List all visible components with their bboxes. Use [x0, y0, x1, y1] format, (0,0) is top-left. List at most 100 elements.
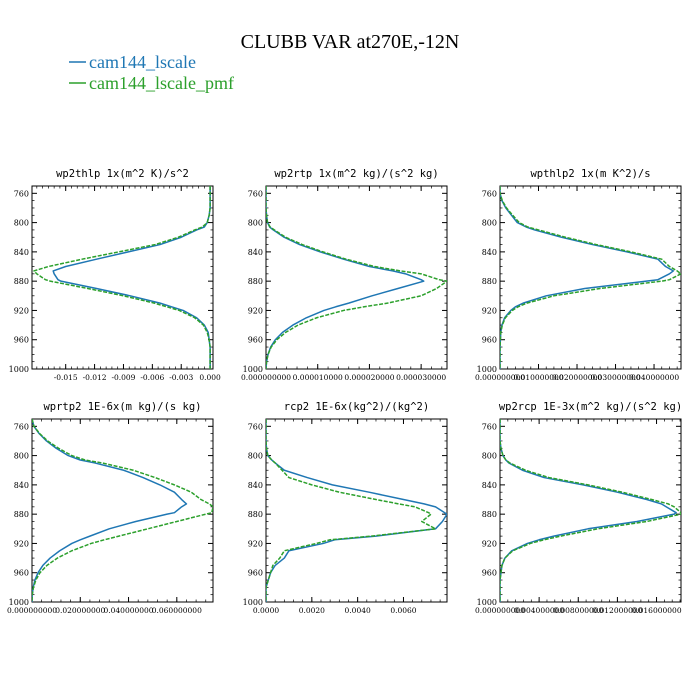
x-tick-label: 0.020000000 — [552, 373, 602, 382]
x-tick-label: 0.030000000 — [590, 373, 640, 382]
y-tick-label: 840 — [248, 248, 263, 257]
x-tick-label: -0.012 — [83, 373, 107, 382]
x-tick-label: 0.0000 — [253, 606, 279, 615]
y-tick-label: 800 — [248, 219, 263, 228]
x-tick-label: 0.000000000 — [475, 606, 525, 615]
y-tick-label: 920 — [482, 539, 497, 548]
x-tick-label: 0.0020 — [299, 606, 325, 615]
figure-title: CLUBB VAR at270E,-12N — [241, 31, 460, 53]
series-line — [266, 186, 447, 369]
y-tick-label: 1000 — [9, 365, 29, 374]
y-tick-label: 760 — [248, 422, 263, 431]
y-tick-label: 760 — [14, 189, 29, 198]
plot-frame — [265, 418, 448, 603]
chart-panel: wprtp2 1E-6x(m kg)/(s kg) 760 800 840 880 920… — [7, 401, 214, 615]
y-tick-label: 880 — [248, 277, 263, 286]
x-tick-label: 0.000000000 — [241, 373, 291, 382]
x-tick-label: 0.000000000 — [475, 373, 525, 382]
legend-label-lscale-pmf: cam144_lscale_pmf — [89, 73, 234, 93]
chart-panel: wp2rtp 1x(m^2 kg)/(s^2 kg) 760 800 840 880 92… — [241, 168, 448, 382]
plot-frame — [499, 418, 682, 603]
x-tick-label: 0.000030000 — [396, 373, 446, 382]
y-tick-label: 1000 — [243, 598, 263, 607]
panel-title: wpthlp2 1x(m K^2)/s — [530, 168, 650, 180]
panel-grid: wp2thlp 1x(m^2 K)/s^2 760 800 840 880 920 960 1… — [7, 168, 682, 615]
y-tick-label: 800 — [248, 452, 263, 461]
x-tick-label: 0.020000000 — [55, 606, 105, 615]
y-tick-label: 880 — [482, 277, 497, 286]
y-tick-label: 800 — [14, 452, 29, 461]
y-tick-label: 960 — [482, 569, 497, 578]
y-tick-label: 880 — [248, 510, 263, 519]
x-tick-label: 0.040000000 — [629, 373, 679, 382]
y-tick-label: 880 — [14, 510, 29, 519]
chart-panel: wp2thlp 1x(m^2 K)/s^2 760 800 840 880 920 960 1… — [9, 168, 221, 382]
y-tick-label: 960 — [14, 336, 29, 345]
chart-panel: wpthlp2 1x(m K^2)/s 760 800 840 880 920 960 100… — [475, 168, 682, 382]
series-line — [32, 419, 213, 602]
y-tick-label: 880 — [14, 277, 29, 286]
legend-label-lscale: cam144_lscale — [89, 52, 196, 72]
x-tick-label: -0.009 — [111, 373, 135, 382]
panel-title: wp2rtp 1x(m^2 kg)/(s^2 kg) — [274, 168, 438, 180]
y-tick-label: 880 — [482, 510, 497, 519]
y-tick-label: 920 — [14, 306, 29, 315]
series-line — [266, 419, 437, 602]
chart-panel: wp2rcp 1E-3x(m^2 kg)/(s^2 kg)760 800 840 88… — [475, 401, 682, 615]
x-tick-label: 0.004000000 — [514, 606, 564, 615]
y-tick-label: 840 — [482, 248, 497, 257]
y-tick-label: 920 — [248, 539, 263, 548]
x-tick-label: 0.060000000 — [152, 606, 202, 615]
panel-title: rcp2 1E-6x(kg^2)/(kg^2) — [284, 401, 429, 413]
x-tick-label: -0.006 — [140, 373, 164, 382]
x-tick-label: 0.016000000 — [631, 606, 681, 615]
y-tick-label: 840 — [14, 481, 29, 490]
y-tick-label: 840 — [248, 481, 263, 490]
y-tick-label: 760 — [482, 422, 497, 431]
x-tick-label: 0.000010000 — [293, 373, 343, 382]
y-tick-label: 800 — [482, 452, 497, 461]
plot-frame — [499, 185, 682, 370]
y-tick-label: 840 — [14, 248, 29, 257]
y-tick-label: 960 — [14, 569, 29, 578]
x-tick-label: 0.008000000 — [553, 606, 603, 615]
panel-title: wprtp2 1E-6x(m kg)/(s kg) — [43, 401, 201, 413]
x-tick-label: 0.040000000 — [103, 606, 153, 615]
panel-title: wp2thlp 1x(m^2 K)/s^2 — [56, 168, 189, 180]
x-tick-label: 0.0060 — [390, 606, 416, 615]
series-line — [500, 419, 681, 602]
x-tick-label: 0.010000000 — [513, 373, 563, 382]
panel-title: wp2rcp 1E-3x(m^2 kg)/(s^2 kg) — [499, 401, 682, 413]
y-tick-label: 1000 — [477, 598, 497, 607]
y-tick-label: 1000 — [9, 598, 29, 607]
y-tick-label: 960 — [248, 336, 263, 345]
y-tick-label: 800 — [482, 219, 497, 228]
y-tick-label: 920 — [248, 306, 263, 315]
x-tick-label: 0.000000000 — [7, 606, 57, 615]
y-tick-label: 800 — [14, 219, 29, 228]
figure-legend: cam144_lscale cam144_lscale_pmf — [69, 52, 234, 93]
plot-frame — [265, 185, 448, 370]
y-tick-label: 960 — [248, 569, 263, 578]
x-tick-label: 0.000 — [199, 373, 221, 382]
x-tick-label: 0.012000000 — [592, 606, 642, 615]
plot-frame — [31, 185, 214, 370]
series-line — [33, 186, 211, 369]
series-line — [32, 419, 188, 602]
series-line — [500, 186, 681, 369]
y-tick-label: 760 — [482, 189, 497, 198]
y-tick-label: 920 — [14, 539, 29, 548]
chart-panel: rcp2 1E-6x(kg^2)/(kg^2) 760 800 840 880 920 96… — [243, 401, 448, 615]
y-tick-label: 1000 — [477, 365, 497, 374]
x-tick-label: -0.003 — [169, 373, 193, 382]
y-tick-label: 960 — [482, 336, 497, 345]
y-tick-label: 840 — [482, 481, 497, 490]
y-tick-label: 760 — [248, 189, 263, 198]
x-tick-label: 0.000020000 — [344, 373, 394, 382]
y-tick-label: 1000 — [243, 365, 263, 374]
x-tick-label: -0.015 — [54, 373, 78, 382]
y-tick-label: 760 — [14, 422, 29, 431]
y-tick-label: 920 — [482, 306, 497, 315]
